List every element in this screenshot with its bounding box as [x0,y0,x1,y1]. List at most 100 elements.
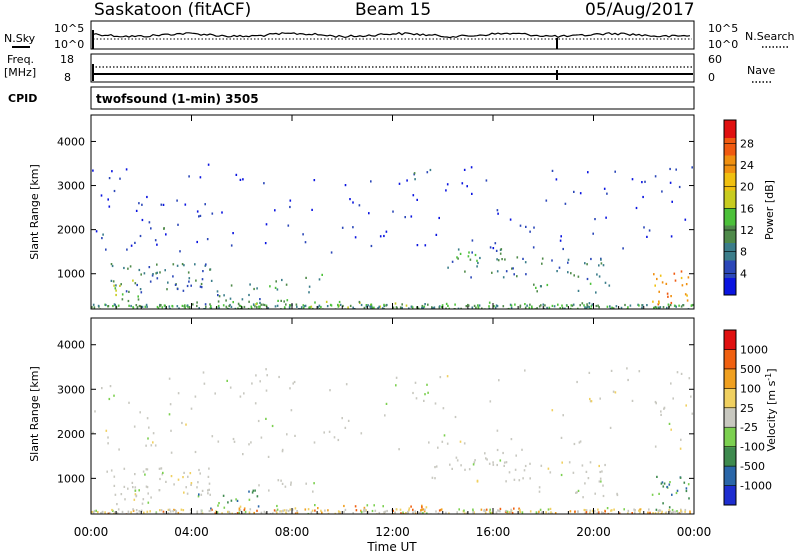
echo-cell [510,304,513,307]
echo-cell [133,498,136,501]
echo-cell [667,303,670,306]
freq-label: Freq. [7,53,34,66]
echo-cell [550,511,552,514]
echo-cell [455,456,458,459]
echo-cell [620,306,623,309]
echo-cell [341,417,343,420]
echo-cell [472,511,474,514]
echo-cell [666,306,668,309]
echo-cell [400,512,402,514]
echo-cell [113,284,115,287]
echo-cell [290,409,293,412]
echo-cell [471,251,473,254]
echo-cell [690,395,692,398]
freq-unit: [MHz] [4,66,36,79]
echo-cell [458,508,460,511]
echo-cell [516,275,518,278]
echo-cell [260,436,263,439]
echo-cell [190,407,193,410]
echo-cell [680,276,683,280]
colorbar-tick-label: 28 [740,137,754,150]
echo-cell [500,248,503,251]
echo-cell [248,443,250,446]
echo-cell [660,410,662,413]
echo-cell [285,303,287,306]
echo-cell [560,235,562,238]
echo-cell [395,384,397,387]
echo-cell [310,511,313,514]
colorbar-tick-label: -25 [740,421,758,434]
echo-cell [259,298,261,301]
echo-cell [321,511,323,514]
echo-cell [421,304,424,308]
echo-cell [681,284,684,287]
echo-cell [585,470,588,473]
noise-tick-top-right: 10^5 [708,22,738,35]
echo-cell [216,290,219,293]
echo-cell [676,489,679,492]
echo-cell [256,495,259,498]
cpid-strip-frame [90,86,695,110]
echo-cell [199,176,202,179]
echo-cell [561,304,563,307]
freq-strip: Freq. [MHz] 18 8 60 0 Nave [4,53,775,84]
echo-cell [386,509,388,513]
echo-cell [459,252,462,255]
echo-cell [529,230,531,233]
echo-cell [296,511,299,514]
echo-cell [600,258,602,261]
echo-cell [134,493,137,496]
echo-cell [139,305,142,308]
echo-cell [128,304,130,307]
echo-cell [190,483,192,486]
echo-cell [414,510,416,513]
echo-cell [177,511,180,514]
echo-cell [663,406,666,409]
echo-cell [664,512,667,514]
echo-cell [329,389,331,392]
echo-cell [95,509,97,512]
echo-cell [296,305,298,308]
echo-cell [524,306,527,309]
echo-cell [598,464,600,468]
echo-cell [192,303,194,306]
echo-cell [333,436,336,439]
echo-cell [395,508,398,511]
echo-cell [465,305,468,308]
echo-cell [263,510,266,513]
echo-cell [247,307,250,309]
echo-cell [638,370,641,373]
echo-cell [512,267,514,270]
echo-cell [553,305,556,308]
echo-cell [178,307,180,309]
echo-cell [195,279,197,282]
echo-cell [642,195,644,199]
echo-cell [562,414,564,417]
echo-cell [463,512,466,514]
echo-cell [533,226,535,229]
echo-cell [614,391,617,394]
echo-cell [169,403,172,406]
echo-cell [577,307,579,309]
echo-cell [509,218,512,221]
freq-spike-mid [556,70,558,80]
echo-cell [238,304,241,307]
echo-cell [599,470,601,474]
echo-cell [561,461,563,464]
echo-cell [184,306,186,309]
echo-cell [170,475,173,478]
echo-cell [168,508,171,511]
echo-cell [680,270,683,273]
noise-strip-frame [90,20,695,50]
echo-cell [654,445,657,448]
echo-cell [378,305,380,308]
echo-cell [668,509,670,512]
echo-cell [363,509,365,512]
echo-cell [165,480,167,483]
echo-cell [556,270,558,273]
echo-cell [166,288,168,291]
echo-cell [657,509,660,512]
echo-cell [590,257,592,261]
echo-cell [399,508,402,511]
echo-cell [579,440,582,443]
